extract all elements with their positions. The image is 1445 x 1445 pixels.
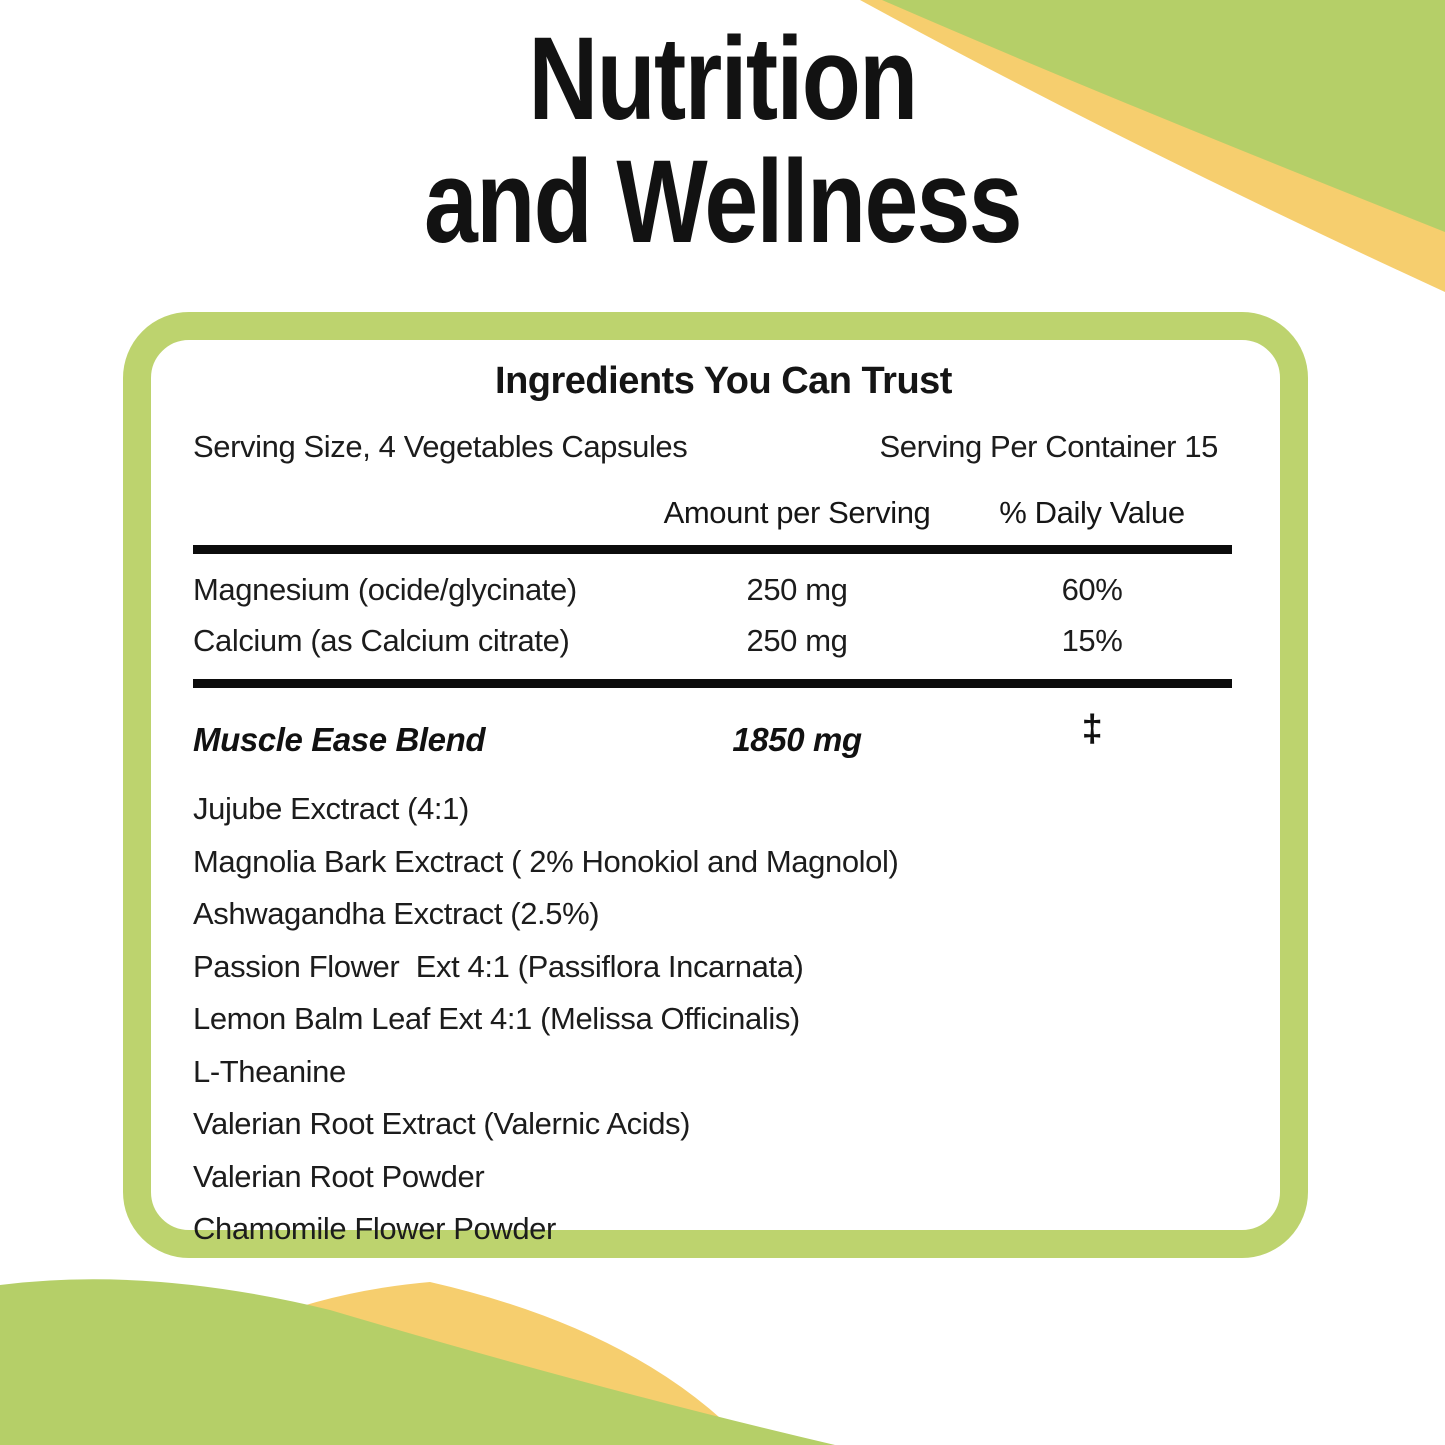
- table-header-row: Amount per Serving % Daily Value: [193, 495, 1232, 545]
- nutrient-rows: Magnesium (ocide/glycinate) 250 mg 60% C…: [193, 554, 1232, 679]
- blend-amount: 1850 mg: [732, 720, 862, 758]
- nutrient-amount: 250 mg: [746, 623, 848, 658]
- blend-row: Muscle Ease Blend 1850 mg ‡: [193, 688, 1232, 761]
- list-item: Passion Flower Ext 4:1 (Passiflora Incar…: [193, 948, 804, 984]
- list-item: Valerian Root Powder: [193, 1158, 485, 1194]
- serving-info-row: Serving Size, 4 Vegetables Capsules Serv…: [193, 429, 1254, 465]
- table-row: Magnesium (ocide/glycinate) 250 mg 60%: [193, 554, 1232, 608]
- list-item: Ashwagandha Exctract (2.5%): [193, 896, 600, 931]
- nutrient-daily-value: 60%: [1061, 572, 1123, 607]
- ingredients-panel-content: Ingredients You Can Trust Serving Size, …: [151, 340, 1280, 1246]
- ingredients-panel: Ingredients You Can Trust Serving Size, …: [123, 312, 1308, 1258]
- nutrient-name: Calcium (as Calcium citrate): [193, 623, 570, 658]
- list-item: Valerian Root Extract (Valernic Acids): [193, 1106, 691, 1141]
- amount-column-header: Amount per Serving: [663, 495, 931, 530]
- page-title: Nutrition and Wellness: [0, 18, 1445, 263]
- divider-rule-bottom: [193, 679, 1232, 688]
- nutrient-daily-value: 15%: [1061, 623, 1123, 658]
- supplement-facts-table: Amount per Serving % Daily Value Magnesi…: [193, 495, 1254, 1256]
- daily-value-footnote-symbol: ‡: [1081, 708, 1103, 750]
- bottom-left-green-hill-shape: [0, 1279, 835, 1445]
- panel-heading: Ingredients You Can Trust: [495, 360, 952, 402]
- table-row: Calcium (as Calcium citrate) 250 mg 15%: [193, 608, 1232, 659]
- serving-size-text: Serving Size, 4 Vegetables Capsules: [193, 429, 688, 464]
- page-title-line1: Nutrition: [528, 13, 918, 145]
- list-item: Lemon Balm Leaf Ext 4:1 (Melissa Officin…: [193, 1001, 800, 1036]
- blend-name: Muscle Ease Blend: [193, 720, 486, 758]
- daily-value-column-header: % Daily Value: [999, 495, 1185, 530]
- divider-rule-top: [193, 545, 1232, 554]
- page-title-line2: and Wellness: [424, 135, 1023, 268]
- list-item: Chamomile Flower Powder: [193, 1211, 556, 1246]
- list-item: Magnolia Bark Exctract ( 2% Honokiol and…: [193, 843, 899, 879]
- list-item: Jujube Exctract (4:1): [193, 791, 469, 826]
- blend-ingredient-list: Jujube Exctract (4:1) Magnolia Bark Exct…: [193, 783, 1232, 1256]
- nutrient-name: Magnesium (ocide/glycinate): [193, 572, 577, 607]
- bottom-left-yellow-hill-shape: [60, 1282, 748, 1445]
- servings-per-container-text: Serving Per Container 15: [879, 429, 1219, 464]
- nutrient-amount: 250 mg: [746, 572, 848, 607]
- list-item: L-Theanine: [193, 1053, 346, 1089]
